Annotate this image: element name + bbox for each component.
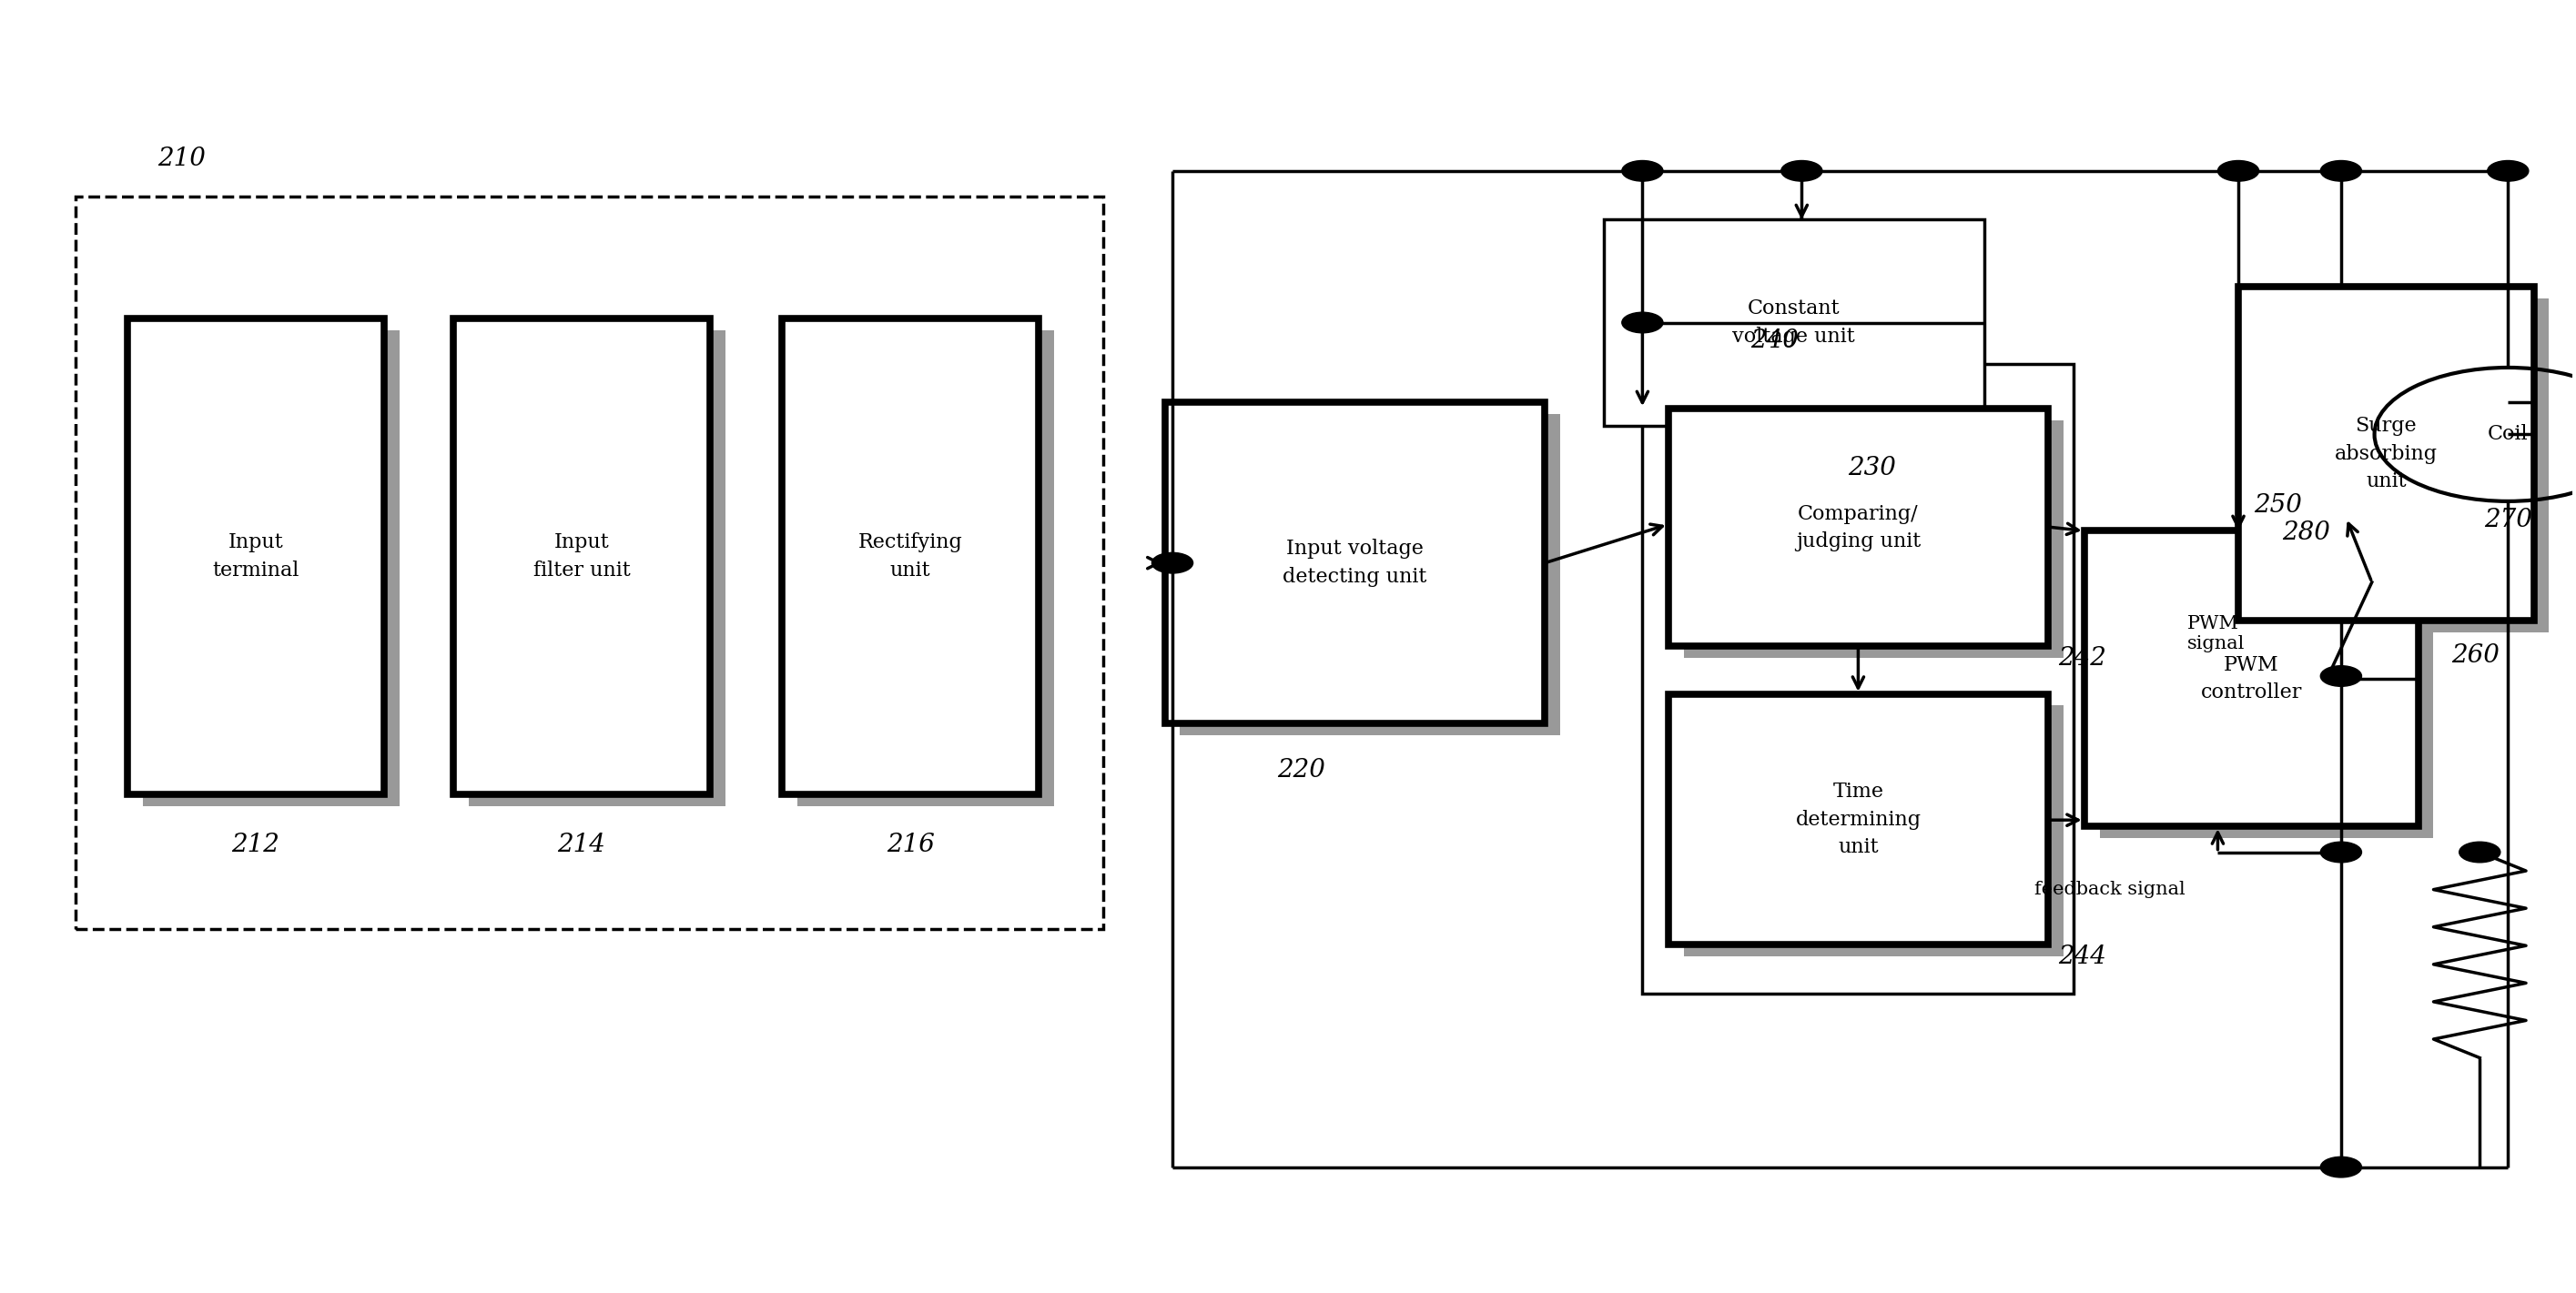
Bar — [453, 318, 711, 794]
Bar — [1164, 402, 1546, 724]
Bar — [2099, 542, 2434, 838]
Circle shape — [1623, 160, 1664, 181]
Text: 214: 214 — [556, 833, 605, 857]
Circle shape — [1151, 552, 1193, 573]
Bar — [469, 330, 726, 806]
Circle shape — [2321, 842, 2362, 862]
Bar — [1605, 220, 1984, 425]
Circle shape — [1780, 160, 1821, 181]
Circle shape — [2321, 666, 2362, 687]
Text: PWM
controller: PWM controller — [2200, 654, 2303, 702]
Circle shape — [2321, 1157, 2362, 1178]
Bar — [1180, 414, 1561, 736]
Bar — [142, 330, 399, 806]
Circle shape — [2460, 842, 2501, 862]
Text: Input voltage
detecting unit: Input voltage detecting unit — [1283, 539, 1427, 587]
Text: 220: 220 — [1278, 758, 1324, 782]
Text: Constant
voltage unit: Constant voltage unit — [1734, 299, 1855, 347]
Bar — [75, 197, 1103, 930]
Circle shape — [2321, 160, 2362, 181]
Bar — [1685, 706, 2063, 957]
Text: 250: 250 — [2254, 494, 2303, 518]
Bar — [1685, 420, 2063, 658]
Bar — [799, 330, 1054, 806]
Bar — [1669, 694, 2048, 945]
Text: 230: 230 — [1847, 456, 1896, 481]
Text: 244: 244 — [2058, 945, 2107, 970]
Bar — [1669, 409, 2048, 646]
Text: Input
terminal: Input terminal — [211, 533, 299, 581]
Text: PWM
signal: PWM signal — [2187, 615, 2244, 652]
Text: 216: 216 — [886, 833, 935, 857]
Text: Comparing/
judging unit: Comparing/ judging unit — [1795, 504, 1922, 552]
Text: 280: 280 — [2282, 521, 2331, 546]
Text: Coil: Coil — [2488, 424, 2527, 445]
Text: 212: 212 — [232, 833, 281, 857]
Bar — [783, 318, 1038, 794]
Bar — [1643, 363, 2074, 993]
Text: Rectifying
unit: Rectifying unit — [858, 533, 963, 581]
Bar — [2239, 287, 2535, 621]
Text: Input
filter unit: Input filter unit — [533, 533, 631, 581]
Bar — [2084, 531, 2419, 826]
Text: 242: 242 — [2058, 646, 2107, 671]
Circle shape — [2218, 160, 2259, 181]
Text: 260: 260 — [2452, 643, 2499, 667]
Text: 210: 210 — [157, 146, 206, 171]
Text: feedback signal: feedback signal — [2035, 881, 2184, 897]
Text: Time
determining
unit: Time determining unit — [1795, 782, 1922, 857]
Bar — [2254, 299, 2550, 632]
Circle shape — [1623, 313, 1664, 332]
Circle shape — [2488, 160, 2530, 181]
Text: 270: 270 — [2483, 508, 2532, 533]
Text: 240: 240 — [1749, 328, 1798, 353]
Bar — [126, 318, 384, 794]
Text: Surge
absorbing
unit: Surge absorbing unit — [2334, 416, 2437, 491]
